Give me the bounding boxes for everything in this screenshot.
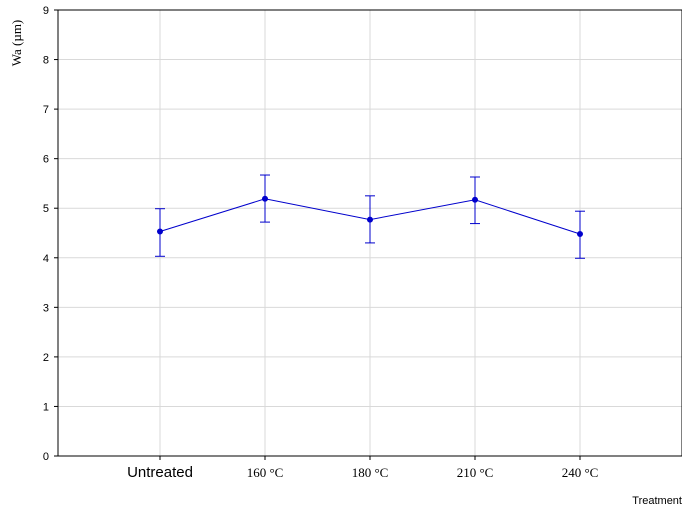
data-point	[366, 216, 373, 223]
y-tick-label: 6	[43, 154, 49, 166]
y-tick-label: 9	[43, 5, 49, 17]
x-tick-label: 240 °C	[562, 465, 599, 480]
y-axis-label: Wa (µm)	[9, 20, 24, 67]
data-point	[261, 195, 268, 202]
y-tick-label: 7	[43, 104, 49, 116]
x-tick-label: 160 °C	[247, 465, 284, 480]
x-tick-label: 180 °C	[352, 465, 389, 480]
x-tick-label: Untreated	[127, 464, 193, 481]
data-point	[156, 228, 163, 235]
series	[156, 195, 584, 237]
y-axis-ticks: 0 1 2 3 4 5 6 7 8 9	[43, 5, 58, 463]
y-tick-label: 1	[43, 401, 49, 413]
y-tick-label: 3	[43, 302, 49, 314]
y-tick-label: 0	[43, 451, 49, 463]
y-tick-label: 8	[43, 55, 49, 67]
y-tick-label: 2	[43, 352, 49, 364]
data-point	[577, 230, 584, 237]
x-axis-ticks: Untreated 160 °C 180 °C 210 °C 240 °C	[127, 456, 598, 481]
data-point	[471, 196, 478, 203]
x-axis-label: Treatment	[632, 495, 682, 507]
x-tick-label: 210 °C	[457, 465, 494, 480]
y-tick-label: 4	[43, 253, 49, 265]
y-tick-label: 5	[43, 203, 49, 215]
